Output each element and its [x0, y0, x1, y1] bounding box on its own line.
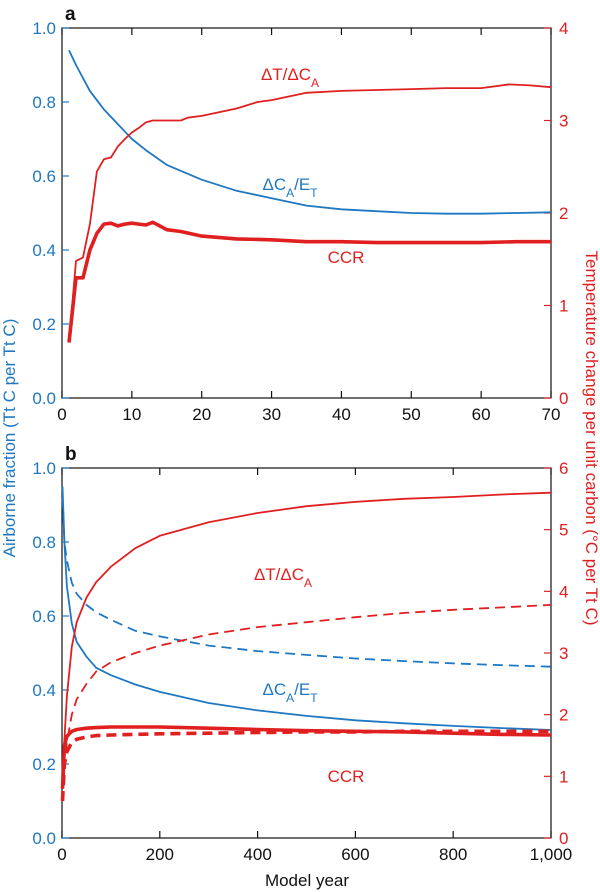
- series-line-dCA_ET_dashed: [61, 497, 552, 668]
- y-right-tick-label: 0: [559, 829, 568, 848]
- x-tick-label: 0: [57, 845, 66, 864]
- series-line-dT_dCA_solid: [61, 491, 552, 789]
- y-right-tick-label: 4: [559, 19, 568, 38]
- y-axis-right-title: Temperature change per unit carbon (°C p…: [582, 251, 600, 626]
- x-axis-title: Model year: [265, 871, 349, 890]
- x-tick-label: 600: [341, 845, 369, 864]
- x-tick-label: 70: [542, 405, 561, 424]
- y-left-tick-label: 0.2: [32, 315, 56, 334]
- x-tick-label: 30: [262, 405, 281, 424]
- y-right-tick-label: 2: [559, 706, 568, 725]
- panel-letter: b: [65, 444, 77, 465]
- panel-letter: a: [65, 4, 76, 25]
- panel-a: 0 10 20 30 40 50 60 70 0.0 0.2 0.4 0.6 0.8 1.0 0 1 2 3 4 a Δ…: [32, 4, 568, 424]
- y-right-tick-label: 1: [559, 297, 568, 316]
- series-line-dCA_ET_solid: [61, 486, 552, 731]
- y-left-tick-label: 1.0: [32, 459, 56, 478]
- curve-label-dCA_ET_solid: ΔCA/ET: [262, 680, 318, 705]
- x-tick-label: 1,000: [530, 845, 573, 864]
- series-line-dT_dCA_dashed: [61, 604, 552, 802]
- series-line-dCA_ET: [68, 49, 552, 215]
- y-right-tick-label: 4: [559, 582, 568, 601]
- curve-label-dCA_ET: ΔCA/ET: [262, 175, 318, 200]
- y-right-tick-label: 3: [559, 112, 568, 131]
- y-right-tick-label: 1: [559, 767, 568, 786]
- x-tick-label: 10: [122, 405, 141, 424]
- curve-label-dT_dCA: ΔT/ΔCA: [261, 65, 319, 90]
- y-left-tick-label: 0.6: [32, 607, 56, 626]
- panel-b: 0 200 400 600 800 1,000 0.0 0.2 0.4 0.6 0.8 1.0 0 1 2 3…: [32, 444, 572, 864]
- curve-label-dT_dCA_solid: ΔT/ΔCA: [254, 565, 312, 590]
- y-left-tick-label: 0.4: [32, 241, 56, 260]
- y-right-tick-label: 6: [559, 459, 568, 478]
- y-left-tick-label: 0.8: [32, 93, 56, 112]
- y-right-tick-label: 0: [559, 389, 568, 408]
- x-tick-label: 400: [243, 845, 271, 864]
- x-tick-label: 800: [439, 845, 467, 864]
- series-line-CCR: [67, 220, 551, 343]
- y-right-tick-label: 3: [559, 644, 568, 663]
- y-left-tick-label: 0.4: [32, 681, 56, 700]
- x-tick-label: 20: [192, 405, 211, 424]
- y-axis-left-title: Airborne fraction (Tt C per Tt C): [0, 319, 19, 558]
- y-right-tick-label: 2: [559, 204, 568, 223]
- series-line-dT_dCA: [68, 83, 552, 343]
- x-tick-label: 0: [57, 405, 66, 424]
- y-left-tick-label: 0.0: [32, 389, 56, 408]
- y-left-tick-label: 0.8: [32, 533, 56, 552]
- x-tick-label: 60: [472, 405, 491, 424]
- y-left-tick-label: 0.0: [32, 829, 56, 848]
- x-tick-label: 40: [332, 405, 351, 424]
- curve-label-CCR: CCR: [328, 248, 365, 267]
- curve-label-CCR_solid: CCR: [328, 767, 365, 786]
- y-left-tick-label: 0.6: [32, 167, 56, 186]
- x-tick-label: 50: [402, 405, 421, 424]
- x-tick-label: 200: [146, 845, 174, 864]
- series-line-CCR_solid: [60, 725, 552, 789]
- y-right-tick-label: 5: [559, 521, 568, 540]
- y-left-tick-label: 0.2: [32, 755, 56, 774]
- series-line-CCR_dashed: [60, 729, 551, 802]
- y-left-tick-label: 1.0: [32, 19, 56, 38]
